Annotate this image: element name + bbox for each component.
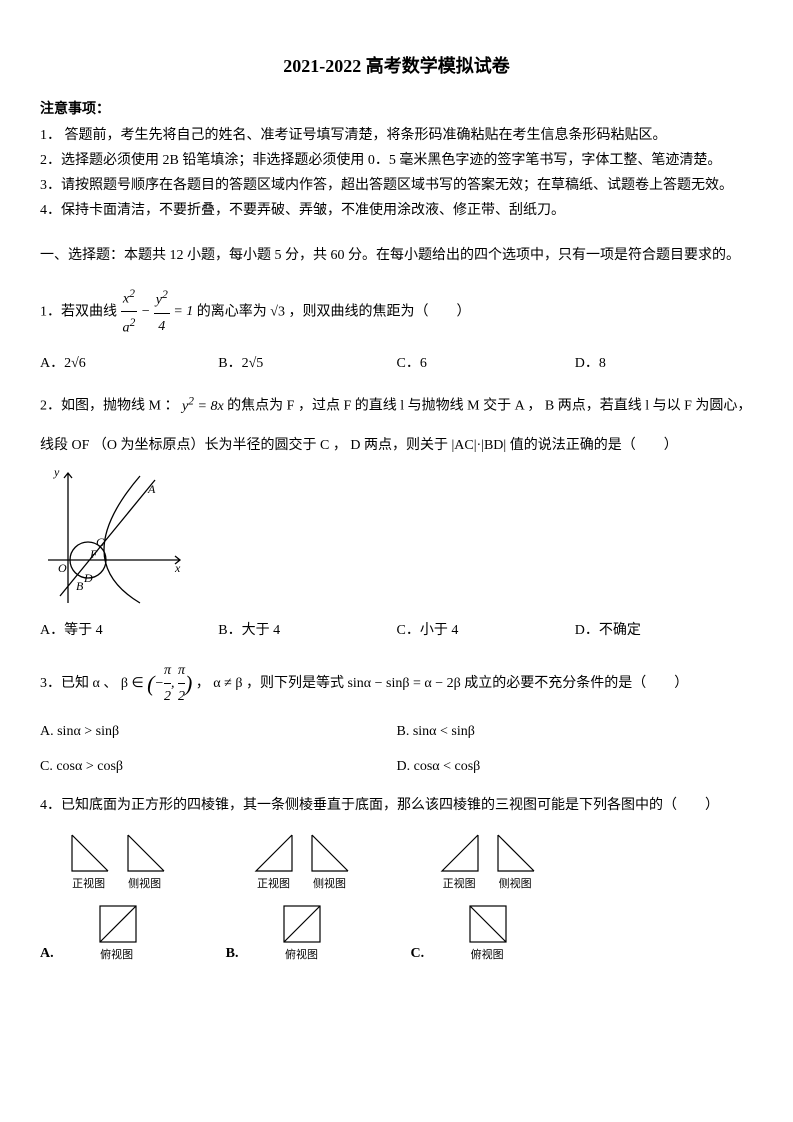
zheng-label: 正视图 [252,875,294,895]
zheng-label: 正视图 [68,875,110,895]
q1-option-b: B．2√5 [218,351,396,376]
q2-line1-post: 的焦点为 F ，过点 F 的直线 l 与抛物线 M 交于 A ， B 两点，若直… [227,399,751,414]
ce-label: 侧视图 [494,875,536,895]
q1-option-c: C．6 [397,351,575,376]
question-4: 4．已知底面为正方形的四棱锥，其一条侧棱垂直于底面，那么该四棱锥的三视图可能是下… [40,793,753,818]
ce-label: 侧视图 [124,875,166,895]
notice-item: 4．保持卡面清洁，不要折叠，不要弄破、弄皱，不准使用涂改液、修正带、刮纸刀。 [40,198,753,223]
q4-options-row: A. 正视图 侧视图 俯视图 [40,831,753,967]
svg-text:B: B [76,579,84,593]
svg-text:C: C [96,535,105,549]
q3-stem-pre: 3．已知 α 、 β ∈ [40,676,147,691]
q1-option-d: D．8 [575,351,753,376]
q4-option-c: C. 正视图 侧视图 俯视图 [410,831,536,967]
question-2: 2．如图，抛物线 M ： y2 = 8x 的焦点为 F ，过点 F 的直线 l … [40,390,753,419]
svg-text:O: O [58,561,67,575]
q3-option-b: B. sinα < sinβ [397,719,754,744]
q1-stem-pre: 1．若双曲线 [40,304,121,319]
fu-label: 俯视图 [466,946,508,966]
notice-head: 注意事项： [40,97,753,122]
svg-text:x: x [174,561,181,575]
notice-block: 注意事项： 1． 答题前，考生先将自己的姓名、准考证号填写清楚，将条形码准确粘贴… [40,97,753,223]
q1-stem-post: 的离心率为 √3 ，则双曲线的焦距为（ ） [197,304,471,319]
section-1-head: 一、选择题：本题共 12 小题，每小题 5 分，共 60 分。在每小题给出的四个… [40,243,753,268]
question-3: 3．已知 α 、 β ∈ (−π2, π2) ， α ≠ β ，则下列是等式 s… [40,658,753,709]
q4-option-b: B. 正视图 侧视图 俯视图 [226,831,351,967]
q4-optB-letter: B. [226,941,239,966]
q3-stem-post: ， α ≠ β ，则下列是等式 sinα − sinβ = α − 2β 成立的… [196,676,688,691]
q2-formula: y2 = 8x [182,399,224,414]
fu-label: 俯视图 [96,946,138,966]
svg-text:A: A [147,482,156,496]
notice-item: 3．请按照题号顺序在各题目的答题区域内作答，超出答题区域书写的答案无效；在草稿纸… [40,173,753,198]
svg-text:y: y [53,468,60,479]
q2-options: A．等于 4 B．大于 4 C．小于 4 D．不确定 [40,618,753,643]
svg-text:F: F [89,547,98,561]
q2-option-a: A．等于 4 [40,618,218,643]
q3-option-a: A. sinα > sinβ [40,719,397,744]
q2-option-c: C．小于 4 [397,618,575,643]
q3-range: (−π2, π2) [147,676,196,691]
ce-label: 侧视图 [308,875,350,895]
q1-formula: x2 a2 − y2 4 = 1 [121,304,197,319]
notice-item: 2．选择题必须使用 2B 铅笔填涂；非选择题必须使用 0．5 毫米黑色字迹的签字… [40,148,753,173]
q2-line2: 线段 OF （O 为坐标原点）长为半径的圆交于 C ， D 两点，则关于 |AC… [40,433,753,458]
svg-text:D: D [83,571,93,585]
question-1: 1．若双曲线 x2 a2 − y2 4 = 1 的离心率为 √3 ，则双曲线的焦… [40,283,753,342]
notice-item: 1． 答题前，考生先将自己的姓名、准考证号填写清楚，将条形码准确粘贴在考生信息条… [40,123,753,148]
fu-label: 俯视图 [280,946,322,966]
q3-options: A. sinα > sinβ B. sinα < sinβ C. cosα > … [40,719,753,779]
q2-figure: y x O F A B C D [40,468,753,608]
q3-option-d: D. cosα < cosβ [397,754,754,779]
q4-option-a: A. 正视图 侧视图 俯视图 [40,831,166,967]
q1-options: A．2√6 B．2√5 C．6 D．8 [40,351,753,376]
zheng-label: 正视图 [438,875,480,895]
q3-option-c: C. cosα > cosβ [40,754,397,779]
q1-option-a: A．2√6 [40,351,218,376]
q4-optA-letter: A. [40,941,54,966]
q2-option-d: D．不确定 [575,618,753,643]
q2-option-b: B．大于 4 [218,618,396,643]
q4-optC-letter: C. [410,941,424,966]
exam-title: 2021-2022 高考数学模拟试卷 [40,50,753,82]
q2-line1-pre: 2．如图，抛物线 M ： [40,399,182,414]
